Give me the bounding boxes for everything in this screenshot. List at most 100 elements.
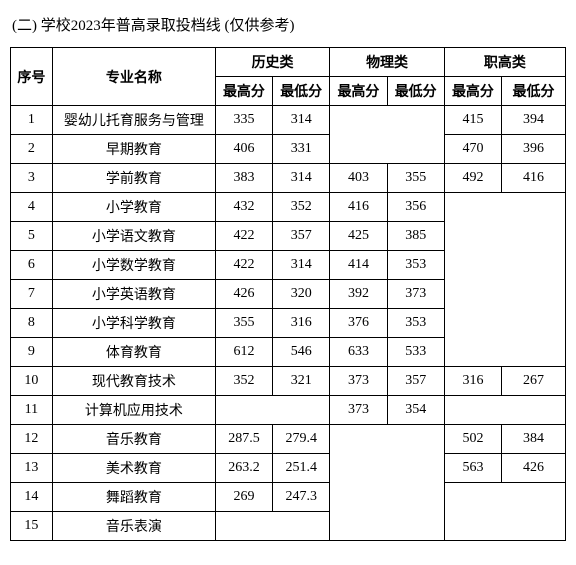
vocational-high: 415 bbox=[444, 106, 501, 135]
history-high: 287.5 bbox=[215, 425, 272, 454]
vocational-high: 470 bbox=[444, 135, 501, 164]
table-row: 12音乐教育287.5279.4502384 bbox=[11, 425, 566, 454]
vocational-low: 416 bbox=[502, 164, 566, 193]
table-row: 14舞蹈教育269247.3 bbox=[11, 483, 566, 512]
vocational-high bbox=[444, 396, 565, 425]
history-low: 546 bbox=[273, 338, 330, 367]
physics-low: 355 bbox=[387, 164, 444, 193]
history-low: 331 bbox=[273, 135, 330, 164]
header-major: 专业名称 bbox=[52, 48, 215, 106]
physics-high bbox=[330, 425, 445, 541]
history-low: 321 bbox=[273, 367, 330, 396]
physics-high: 376 bbox=[330, 309, 387, 338]
physics-high bbox=[330, 106, 445, 164]
row-index: 9 bbox=[11, 338, 53, 367]
vocational-high: 492 bbox=[444, 164, 501, 193]
history-low: 279.4 bbox=[273, 425, 330, 454]
history-low: 352 bbox=[273, 193, 330, 222]
physics-low: 373 bbox=[387, 280, 444, 309]
history-high: 612 bbox=[215, 338, 272, 367]
header-physics-group: 物理类 bbox=[330, 48, 445, 77]
physics-low: 356 bbox=[387, 193, 444, 222]
table-row: 4小学教育432352416356 bbox=[11, 193, 566, 222]
physics-high: 392 bbox=[330, 280, 387, 309]
history-high: 269 bbox=[215, 483, 272, 512]
row-index: 6 bbox=[11, 251, 53, 280]
major-name: 体育教育 bbox=[52, 338, 215, 367]
major-name: 婴幼儿托育服务与管理 bbox=[52, 106, 215, 135]
header-history-low: 最低分 bbox=[273, 77, 330, 106]
history-high: 263.2 bbox=[215, 454, 272, 483]
major-name: 小学教育 bbox=[52, 193, 215, 222]
physics-high: 425 bbox=[330, 222, 387, 251]
admission-score-table: 序号 专业名称 历史类 物理类 职高类 最高分 最低分 最高分 最低分 最高分 … bbox=[10, 47, 566, 541]
history-low: 320 bbox=[273, 280, 330, 309]
history-high bbox=[215, 396, 330, 425]
major-name: 计算机应用技术 bbox=[52, 396, 215, 425]
vocational-low: 396 bbox=[502, 135, 566, 164]
major-name: 早期教育 bbox=[52, 135, 215, 164]
vocational-low: 384 bbox=[502, 425, 566, 454]
physics-high: 373 bbox=[330, 367, 387, 396]
row-index: 4 bbox=[11, 193, 53, 222]
row-index: 15 bbox=[11, 512, 53, 541]
header-history-group: 历史类 bbox=[215, 48, 330, 77]
header-vocational-group: 职高类 bbox=[444, 48, 565, 77]
table-row: 13美术教育263.2251.4563426 bbox=[11, 454, 566, 483]
header-index: 序号 bbox=[11, 48, 53, 106]
row-index: 8 bbox=[11, 309, 53, 338]
row-index: 13 bbox=[11, 454, 53, 483]
history-high: 383 bbox=[215, 164, 272, 193]
row-index: 1 bbox=[11, 106, 53, 135]
history-high: 335 bbox=[215, 106, 272, 135]
physics-low: 533 bbox=[387, 338, 444, 367]
major-name: 学前教育 bbox=[52, 164, 215, 193]
history-high: 422 bbox=[215, 222, 272, 251]
history-high: 406 bbox=[215, 135, 272, 164]
table-row: 3学前教育383314403355492416 bbox=[11, 164, 566, 193]
row-index: 7 bbox=[11, 280, 53, 309]
vocational-high bbox=[444, 483, 565, 541]
history-low: 314 bbox=[273, 106, 330, 135]
physics-low: 353 bbox=[387, 309, 444, 338]
row-index: 11 bbox=[11, 396, 53, 425]
physics-high: 373 bbox=[330, 396, 387, 425]
physics-low: 357 bbox=[387, 367, 444, 396]
history-high: 432 bbox=[215, 193, 272, 222]
header-vocational-high: 最高分 bbox=[444, 77, 501, 106]
physics-high: 414 bbox=[330, 251, 387, 280]
header-physics-high: 最高分 bbox=[330, 77, 387, 106]
major-name: 音乐教育 bbox=[52, 425, 215, 454]
history-low: 357 bbox=[273, 222, 330, 251]
major-name: 舞蹈教育 bbox=[52, 483, 215, 512]
row-index: 5 bbox=[11, 222, 53, 251]
row-index: 10 bbox=[11, 367, 53, 396]
header-physics-low: 最低分 bbox=[387, 77, 444, 106]
vocational-high: 316 bbox=[444, 367, 501, 396]
history-low: 316 bbox=[273, 309, 330, 338]
physics-high: 633 bbox=[330, 338, 387, 367]
physics-high: 416 bbox=[330, 193, 387, 222]
history-low: 314 bbox=[273, 164, 330, 193]
major-name: 音乐表演 bbox=[52, 512, 215, 541]
table-row: 1婴幼儿托育服务与管理335314415394 bbox=[11, 106, 566, 135]
major-name: 现代教育技术 bbox=[52, 367, 215, 396]
history-low: 314 bbox=[273, 251, 330, 280]
history-low: 247.3 bbox=[273, 483, 330, 512]
table-row: 10现代教育技术352321373357316267 bbox=[11, 367, 566, 396]
physics-high: 403 bbox=[330, 164, 387, 193]
major-name: 小学数学教育 bbox=[52, 251, 215, 280]
major-name: 小学语文教育 bbox=[52, 222, 215, 251]
vocational-high bbox=[444, 193, 565, 367]
history-high: 355 bbox=[215, 309, 272, 338]
physics-low: 354 bbox=[387, 396, 444, 425]
history-low: 251.4 bbox=[273, 454, 330, 483]
major-name: 小学英语教育 bbox=[52, 280, 215, 309]
row-index: 12 bbox=[11, 425, 53, 454]
history-high: 352 bbox=[215, 367, 272, 396]
table-row: 11计算机应用技术 373354 bbox=[11, 396, 566, 425]
vocational-high: 563 bbox=[444, 454, 501, 483]
row-index: 14 bbox=[11, 483, 53, 512]
header-history-high: 最高分 bbox=[215, 77, 272, 106]
page-title: (二) 学校2023年普高录取投档线 (仅供参考) bbox=[12, 14, 566, 35]
